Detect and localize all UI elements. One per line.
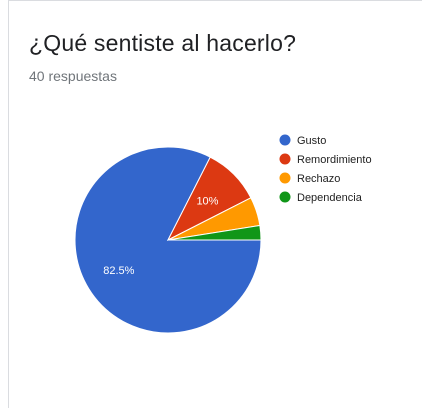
legend-swatch-gusto (279, 134, 291, 146)
response-count: 40 respuestas (29, 68, 117, 84)
pie-slice-dependencia (167, 224, 262, 241)
slice-label-gusto: 82.5% (103, 265, 134, 277)
legend-label-gusto: Gusto (297, 135, 326, 147)
pie-labels: 82.5% 10% (103, 196, 218, 278)
legend-label-remordimiento: Remordimiento (297, 154, 372, 166)
chart-legend: Gusto Remordimiento Rechazo Dependencia (279, 134, 372, 204)
legend-swatch-remordimiento (279, 153, 291, 165)
legend-label-rechazo: Rechazo (297, 173, 340, 185)
question-title: ¿Qué sentiste al hacerlo? (29, 30, 297, 56)
pie-slices (74, 146, 262, 334)
legend-swatch-dependencia (279, 191, 291, 203)
legend-swatch-rechazo (279, 172, 291, 184)
slice-label-remordimiento: 10% (196, 196, 218, 208)
legend-label-dependencia: Dependencia (297, 192, 363, 204)
